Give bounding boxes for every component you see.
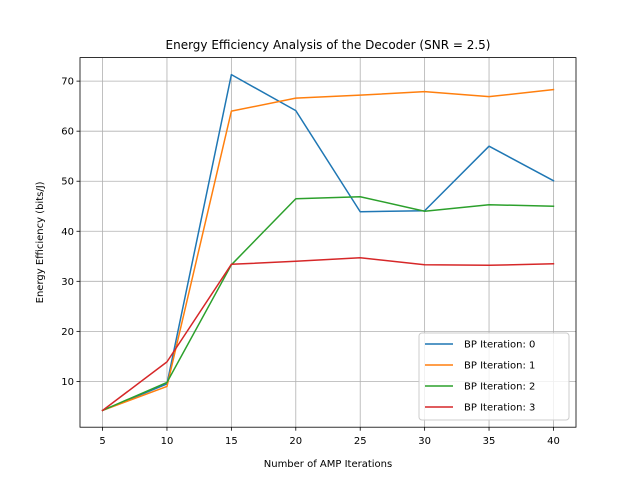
x-tick-label: 35	[483, 436, 496, 447]
series-line-bp-iteration-0	[101, 73, 555, 412]
x-axis-title: Number of AMP Iterations	[264, 459, 392, 470]
x-tick-label: 15	[225, 436, 238, 447]
plot-frame	[79, 57, 577, 428]
x-tick-label: 30	[418, 436, 431, 447]
chart-title: Energy Efficiency Analysis of the Decode…	[166, 38, 491, 52]
x-tick-label: 5	[99, 436, 105, 447]
y-tick-label: 50	[61, 177, 74, 188]
legend-box	[418, 332, 570, 421]
legend-label: BP Iteration: 2	[464, 382, 535, 393]
x-tick-label: 25	[354, 436, 367, 447]
legend: BP Iteration: 0 BP Iteration: 1 BP Iterati…	[418, 332, 570, 421]
series-line-bp-iteration-3	[101, 257, 555, 412]
legend-label: BP Iteration: 0	[464, 340, 535, 351]
legend-label: BP Iteration: 1	[464, 361, 535, 372]
grid	[80, 57, 576, 428]
series-line-bp-iteration-2	[101, 195, 555, 412]
y-tick-label: 60	[61, 127, 74, 138]
y-tick-label: 20	[61, 327, 74, 338]
x-tick-label: 20	[289, 436, 302, 447]
series-lines	[101, 73, 555, 412]
x-tick-label: 40	[547, 436, 560, 447]
y-tick-label: 40	[61, 227, 74, 238]
legend-label: BP Iteration: 3	[464, 403, 535, 414]
y-tick-label: 70	[61, 77, 74, 88]
x-tick-label: 10	[161, 436, 174, 447]
series-line-bp-iteration-1	[101, 88, 555, 412]
y-axis-title: Energy Efficiency (bits/J)	[35, 181, 46, 303]
y-tick-label: 30	[61, 277, 74, 288]
axis-ticks: 5 10 15 20 25 30 35 40 10 20 30 40 50 60 70	[61, 77, 560, 448]
y-tick-label: 10	[61, 377, 74, 388]
